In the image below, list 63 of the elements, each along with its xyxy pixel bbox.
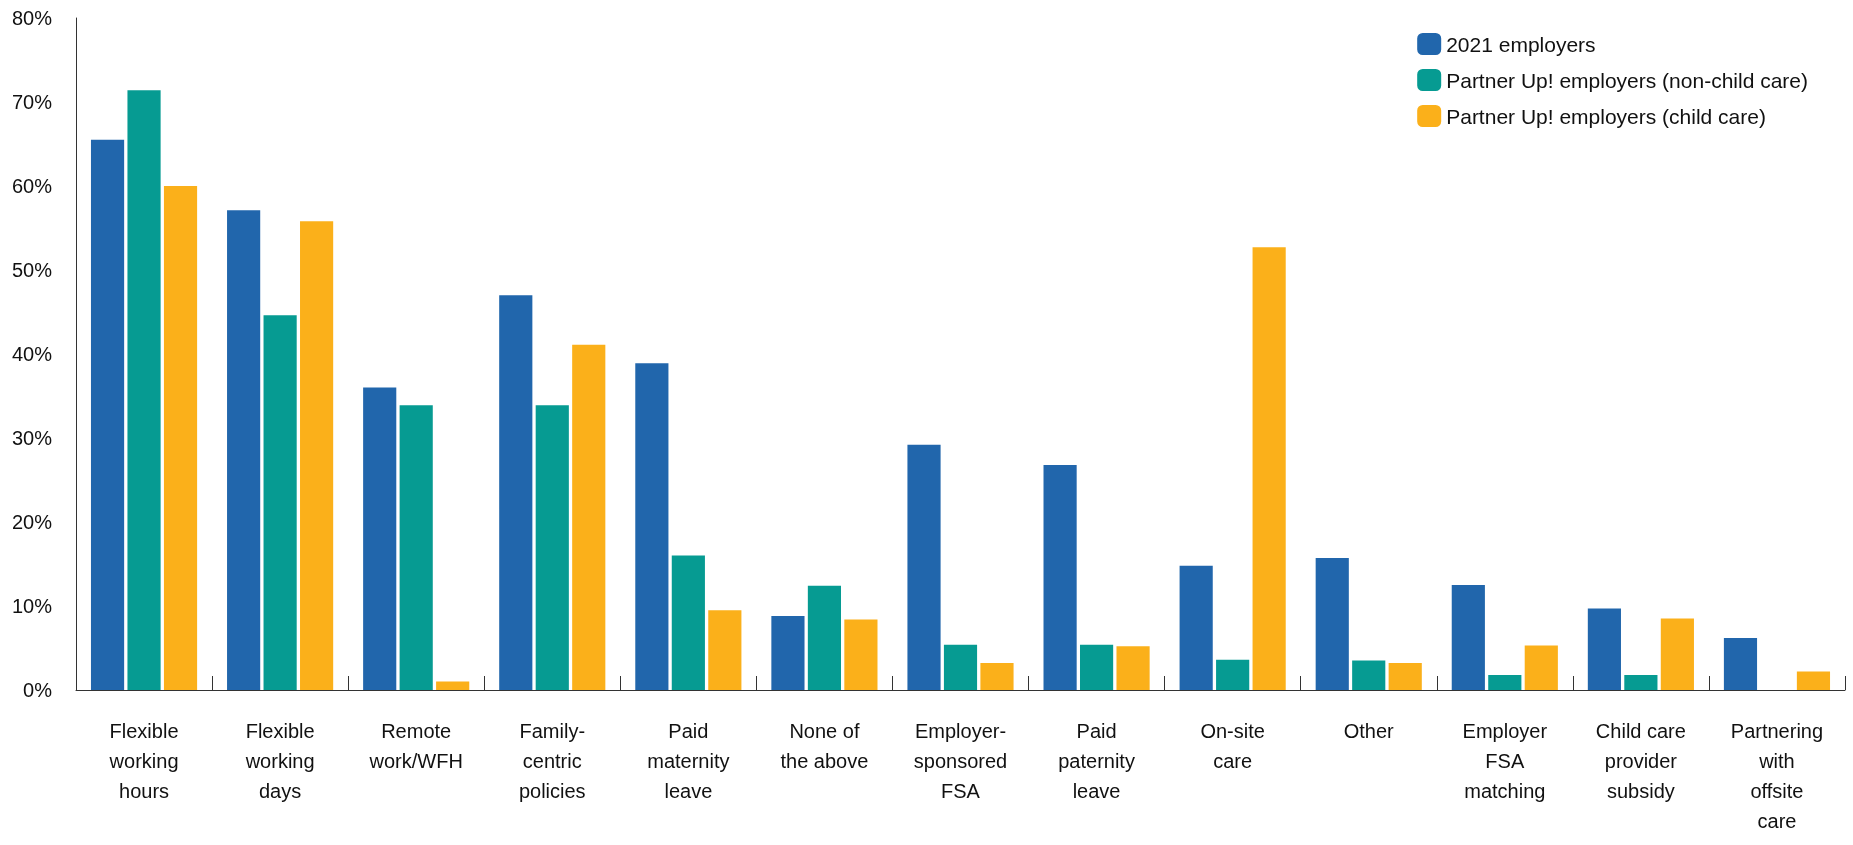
- bar: [1388, 663, 1422, 690]
- x-tick-label: On-site care: [1200, 720, 1265, 772]
- bar: [263, 315, 297, 690]
- bar: [807, 585, 842, 690]
- bar: [127, 90, 161, 690]
- x-tick-label: Paid paternity leave: [1058, 720, 1135, 802]
- bar: [1451, 585, 1485, 690]
- bar: [499, 295, 533, 690]
- x-tick-label: Partnering with offsite care: [1730, 720, 1824, 832]
- x-tick-label: Flexible working days: [244, 720, 315, 802]
- bar: [1624, 674, 1658, 690]
- bar: [635, 363, 669, 690]
- bar: [844, 619, 878, 690]
- bar: [163, 186, 198, 690]
- bar: [1252, 247, 1286, 690]
- bar: [671, 555, 705, 690]
- y-tick-label: 80%: [11, 7, 53, 29]
- x-tick-label: Employer- sponsored FSA: [913, 720, 1008, 802]
- x-tick-label: Other: [1343, 720, 1395, 742]
- x-tick-label: Family- centric policies: [518, 720, 586, 802]
- bar: [300, 221, 334, 690]
- legend-label: Partner Up! employers (child care): [1446, 104, 1766, 128]
- y-tick-label: 40%: [11, 343, 53, 365]
- y-tick-label: 30%: [11, 427, 53, 449]
- x-tick-label: Remote work/WFH: [368, 720, 463, 772]
- bar: [1315, 558, 1349, 690]
- bar: [943, 644, 978, 690]
- legend-label: Partner Up! employers (non-child care): [1446, 68, 1808, 92]
- y-tick-label: 20%: [11, 511, 53, 533]
- legend-label: 2021 employers: [1446, 32, 1596, 56]
- bar: [227, 210, 261, 690]
- y-tick-label: 60%: [11, 175, 53, 197]
- bar: [1723, 637, 1758, 690]
- bar: [1660, 618, 1694, 690]
- x-tick-label: Flexible working hours: [108, 720, 179, 802]
- bar: [572, 344, 606, 690]
- bar: [1079, 644, 1114, 690]
- bar: [436, 681, 470, 690]
- bar: [363, 387, 397, 690]
- x-tick-label: Child care provider subsidy: [1595, 720, 1686, 802]
- bar: [1796, 671, 1831, 690]
- bar: [1179, 565, 1213, 690]
- bar: [907, 444, 941, 690]
- bar: [1116, 646, 1150, 690]
- bar: [535, 405, 569, 690]
- x-tick-label: Paid maternity leave: [647, 720, 730, 802]
- bar: [1043, 464, 1077, 690]
- bar: [399, 405, 433, 690]
- bar: [1216, 659, 1250, 690]
- bar: [1587, 608, 1621, 690]
- bar: [980, 663, 1014, 690]
- y-tick-label: 70%: [11, 91, 53, 113]
- bar: [1352, 660, 1386, 690]
- y-tick-label: 0%: [23, 679, 53, 701]
- bar: [1524, 645, 1558, 690]
- bar: [90, 139, 125, 690]
- bar: [771, 616, 805, 690]
- y-tick-label: 10%: [11, 595, 53, 617]
- bar: [708, 610, 742, 690]
- x-tick-label: None of the above: [780, 720, 869, 772]
- x-tick-label: Employer FSA matching: [1462, 720, 1548, 802]
- y-tick-label: 50%: [11, 259, 53, 281]
- bar: [1488, 674, 1522, 690]
